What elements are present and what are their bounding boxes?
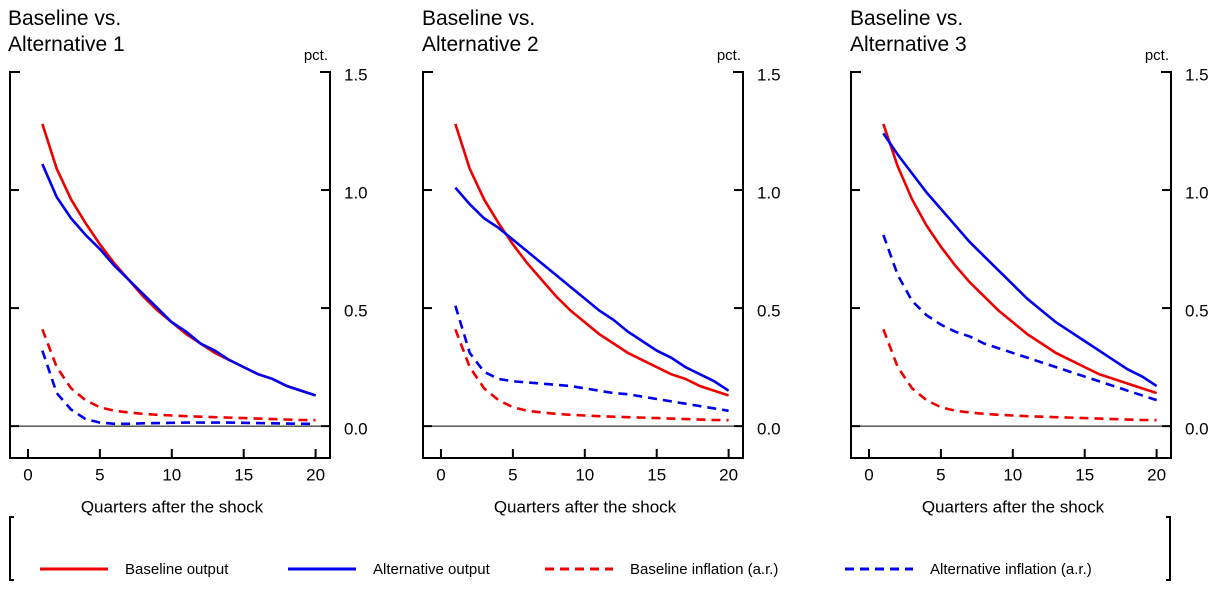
y-tick-label: 0.5 <box>1185 302 1209 321</box>
y-tick-label: 0.5 <box>344 302 368 321</box>
legend-label: Alternative inflation (a.r.) <box>930 561 1092 578</box>
series-line <box>41 163 317 397</box>
y-tick-label: 0.0 <box>757 420 781 439</box>
x-tick-label: 15 <box>234 465 253 484</box>
y-tick-label: 1.5 <box>344 65 368 84</box>
x-axis-label: Quarters after the shock <box>81 497 264 516</box>
x-axis-label: Quarters after the shock <box>494 497 677 516</box>
series-line <box>41 123 317 397</box>
series-line <box>882 234 1158 402</box>
y-tick-label: 0.0 <box>1185 420 1209 439</box>
x-tick-label: 0 <box>864 465 873 484</box>
x-tick-label: 5 <box>508 465 517 484</box>
plot-frame <box>9 71 331 459</box>
series-line <box>41 328 316 422</box>
x-tick-label: 15 <box>1075 465 1094 484</box>
y-tick-label: 1.5 <box>1185 65 1209 84</box>
x-tick-label: 10 <box>162 465 181 484</box>
series-line <box>454 305 729 413</box>
plot-frame <box>422 71 744 459</box>
y-axis-label: pct. <box>1145 47 1169 64</box>
x-tick-label: 20 <box>719 465 738 484</box>
series-line <box>882 123 1158 395</box>
legend-label: Alternative output <box>373 561 491 578</box>
series-line <box>454 328 729 422</box>
series-line <box>454 123 730 397</box>
series-line <box>882 132 1158 388</box>
chart-title: Baseline vs. Alternative 1 <box>8 7 125 56</box>
x-tick-label: 0 <box>23 465 32 484</box>
legend-label: Baseline inflation (a.r.) <box>630 561 778 578</box>
x-tick-label: 20 <box>1147 465 1166 484</box>
x-tick-label: 5 <box>95 465 104 484</box>
chart-title: Baseline vs. Alternative 3 <box>850 7 967 56</box>
x-tick-label: 0 <box>436 465 445 484</box>
y-axis-label: pct. <box>717 47 741 64</box>
x-tick-label: 10 <box>575 465 594 484</box>
y-tick-label: 0.5 <box>757 302 781 321</box>
series-line <box>454 186 730 392</box>
y-tick-label: 1.0 <box>344 184 368 203</box>
series-line <box>882 328 1157 422</box>
y-tick-label: 1.5 <box>757 65 781 84</box>
legend-label: Baseline output <box>125 561 229 578</box>
y-tick-label: 0.0 <box>344 420 368 439</box>
x-tick-label: 20 <box>306 465 325 484</box>
x-tick-label: 10 <box>1003 465 1022 484</box>
y-axis-label: pct. <box>304 47 328 64</box>
chart-title: Baseline vs. Alternative 2 <box>422 7 539 56</box>
y-tick-label: 1.0 <box>757 184 781 203</box>
x-tick-label: 15 <box>647 465 666 484</box>
legend-frame <box>9 516 1171 581</box>
x-tick-label: 5 <box>936 465 945 484</box>
x-axis-label: Quarters after the shock <box>922 497 1105 516</box>
plot-frame <box>850 71 1172 459</box>
y-tick-label: 1.0 <box>1185 184 1209 203</box>
series-line <box>41 350 316 426</box>
